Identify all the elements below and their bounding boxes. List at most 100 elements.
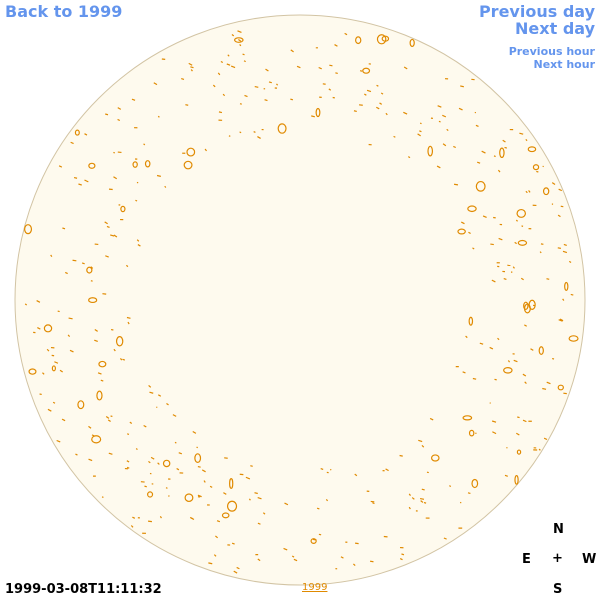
- contour: [113, 176, 118, 180]
- contour: [408, 493, 411, 496]
- contour: [522, 419, 527, 423]
- contour: [190, 69, 193, 72]
- contour: [24, 303, 28, 306]
- contour: [86, 266, 93, 274]
- contour: [468, 231, 471, 235]
- contour: [223, 492, 227, 495]
- magnetic-contours: [24, 30, 579, 574]
- contour: [105, 113, 109, 116]
- contour: [229, 478, 234, 490]
- contour: [429, 417, 434, 421]
- previous-day-link[interactable]: Previous day: [478, 2, 595, 21]
- contour: [265, 68, 269, 72]
- contour: [132, 516, 136, 519]
- contour: [290, 98, 294, 101]
- contour: [184, 493, 194, 503]
- contour: [420, 500, 424, 503]
- contour: [369, 560, 374, 563]
- contour: [77, 400, 85, 410]
- contour: [411, 497, 415, 500]
- year-link[interactable]: 1999: [302, 582, 328, 593]
- contour: [68, 317, 73, 320]
- contour: [504, 146, 508, 149]
- contour: [523, 303, 531, 314]
- contour: [201, 469, 206, 473]
- contour: [436, 165, 441, 169]
- previous-hour-link[interactable]: Previous hour: [508, 45, 595, 58]
- contour: [209, 485, 213, 488]
- contour: [328, 88, 332, 91]
- contour: [557, 214, 561, 218]
- contour: [90, 266, 94, 269]
- contour: [57, 310, 60, 313]
- contour: [231, 34, 235, 37]
- contour: [503, 367, 513, 374]
- contour: [334, 44, 338, 47]
- contour: [166, 402, 169, 406]
- contour: [513, 359, 518, 363]
- contour: [61, 418, 66, 422]
- contour: [559, 318, 564, 322]
- contour: [120, 205, 126, 213]
- contour: [472, 377, 477, 380]
- contour: [442, 143, 447, 147]
- contour: [491, 279, 496, 283]
- contour: [419, 122, 422, 125]
- contour: [449, 485, 452, 488]
- solar-disk: [14, 14, 586, 586]
- contour: [458, 107, 463, 111]
- contour: [277, 123, 287, 134]
- contour: [54, 361, 59, 364]
- contour: [468, 316, 474, 326]
- contour: [107, 419, 111, 422]
- contour: [477, 161, 481, 164]
- contour: [88, 425, 92, 429]
- contour: [233, 37, 244, 43]
- contour: [165, 487, 168, 489]
- contour: [157, 115, 160, 118]
- contour: [113, 234, 118, 238]
- contour: [498, 237, 503, 241]
- contour: [144, 485, 147, 488]
- contour: [557, 247, 561, 249]
- contour: [221, 512, 230, 519]
- contour: [227, 54, 230, 57]
- contour: [168, 495, 170, 497]
- contour: [204, 148, 208, 152]
- next-day-link[interactable]: Next day: [515, 19, 595, 38]
- contour: [192, 430, 197, 434]
- contour: [254, 492, 258, 495]
- contour: [527, 146, 537, 153]
- contour: [254, 85, 259, 88]
- contour: [517, 416, 520, 419]
- contour: [162, 459, 171, 468]
- contour: [119, 358, 123, 361]
- contour: [149, 391, 154, 394]
- contour: [530, 348, 534, 351]
- contour: [543, 437, 548, 441]
- compass-west: W: [582, 552, 597, 567]
- contour: [563, 243, 567, 246]
- contour: [376, 106, 380, 110]
- compass-south: S: [553, 582, 563, 597]
- contour: [239, 44, 242, 47]
- back-link[interactable]: Back to 1999: [5, 2, 123, 21]
- contour: [117, 118, 121, 122]
- contour: [502, 139, 506, 143]
- contour: [417, 133, 421, 137]
- next-hour-link[interactable]: Next hour: [533, 58, 596, 71]
- contour: [122, 358, 126, 361]
- contour: [525, 138, 528, 142]
- contour: [385, 468, 389, 472]
- contour: [176, 467, 180, 471]
- contour: [233, 570, 238, 574]
- contour: [539, 251, 542, 254]
- contour: [291, 555, 295, 558]
- contour: [401, 553, 405, 556]
- contour: [208, 562, 213, 565]
- contour: [462, 371, 466, 374]
- contour: [421, 444, 425, 448]
- contour: [117, 107, 122, 110]
- contour: [69, 349, 74, 353]
- contour: [236, 566, 240, 570]
